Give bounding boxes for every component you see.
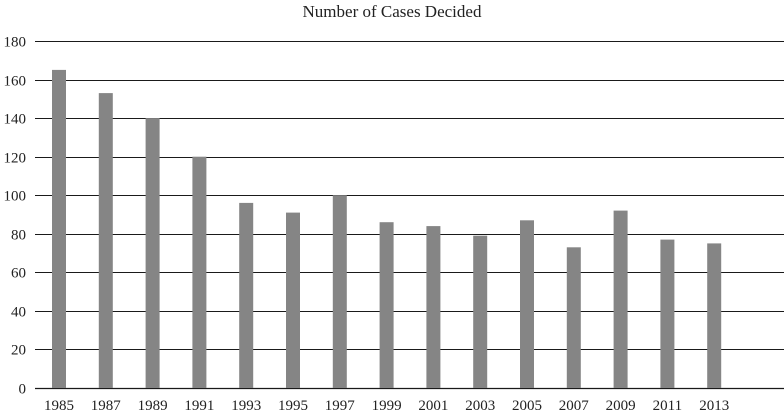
x-tick-label: 2001 — [418, 398, 448, 414]
y-tick-label: 160 — [4, 74, 27, 90]
y-axis-tick-labels: 0 20 40 60 80 100 120 140 160 180 — [4, 35, 27, 398]
bar-2001 — [426, 226, 441, 388]
x-tick-label: 1987 — [91, 398, 122, 414]
bar-2013 — [707, 243, 722, 388]
bar-2005 — [520, 220, 534, 388]
bar-1987 — [98, 93, 113, 388]
y-tick-label: 140 — [4, 112, 27, 128]
x-tick-label: 1989 — [138, 398, 168, 414]
x-tick-label: 1993 — [231, 398, 261, 414]
bar-1993 — [239, 202, 254, 388]
y-tick-label: 60 — [11, 266, 26, 282]
x-tick-label: 1995 — [278, 398, 308, 414]
x-tick-label: 2005 — [512, 398, 542, 414]
bars — [52, 69, 722, 389]
bar-1989 — [145, 118, 160, 388]
bar-2011 — [660, 239, 675, 388]
bar-1997 — [332, 195, 347, 388]
bar-2009 — [613, 210, 628, 388]
y-tick-label: 120 — [4, 151, 27, 167]
x-tick-label: 2003 — [465, 398, 495, 414]
x-tick-label: 2009 — [606, 398, 636, 414]
gridlines — [35, 41, 784, 390]
x-tick-label: 2007 — [559, 398, 590, 414]
x-tick-label: 1999 — [372, 398, 402, 414]
bar-1985 — [52, 69, 66, 389]
y-tick-label: 20 — [11, 343, 26, 359]
x-tick-label: 1991 — [184, 398, 214, 414]
bar-2003 — [473, 235, 488, 388]
x-axis-tick-labels: 1985 1987 1989 1991 1993 1995 1997 1999 2001 2003… — [44, 398, 729, 414]
chart-title: Number of Cases Decided — [302, 2, 482, 21]
y-tick-label: 40 — [11, 305, 26, 321]
x-tick-label: 2013 — [699, 398, 729, 414]
bar-2007 — [566, 247, 581, 388]
bar-1995 — [286, 212, 300, 388]
y-tick-label: 0 — [19, 382, 27, 398]
bar-1999 — [379, 222, 394, 388]
y-tick-label: 80 — [11, 228, 26, 244]
y-tick-label: 180 — [4, 35, 27, 51]
x-tick-label: 2011 — [653, 398, 682, 414]
x-tick-label: 1985 — [44, 398, 74, 414]
x-tick-label: 1997 — [325, 398, 356, 414]
bar-1991 — [192, 156, 207, 388]
y-tick-label: 100 — [4, 189, 27, 205]
